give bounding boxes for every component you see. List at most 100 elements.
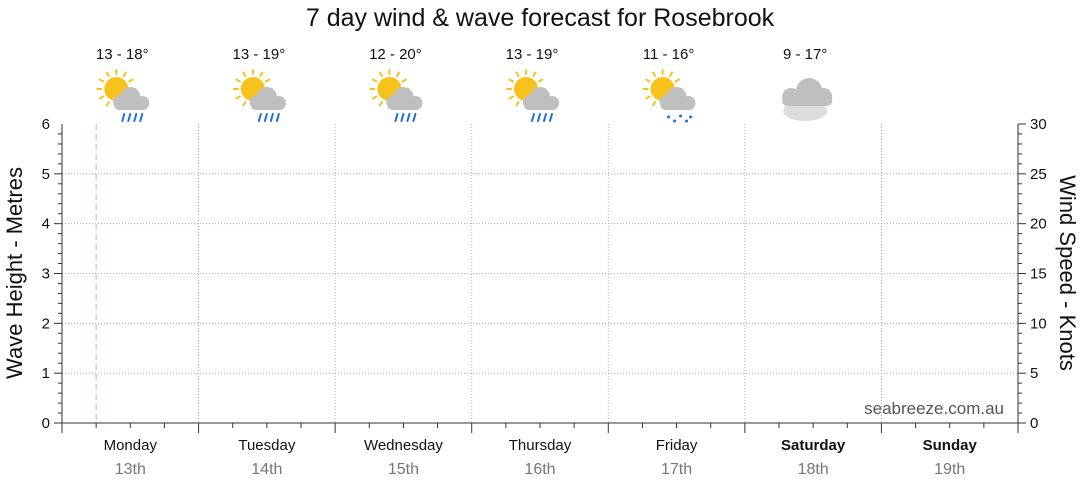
sun-ray (264, 78, 271, 83)
sun-cloud-rain-icon (232, 69, 286, 122)
sun-ray (105, 71, 110, 78)
cloud-base (250, 100, 285, 110)
sun-ray (532, 71, 537, 78)
rain-drop (400, 113, 405, 122)
sun-ray (537, 78, 544, 83)
day-date: 17th (661, 461, 692, 478)
rain-drop (257, 113, 262, 122)
left-tick-label: 6 (42, 116, 50, 133)
temperature-range: 13 - 19° (506, 46, 559, 63)
rain-drop (549, 113, 553, 122)
rain-drop (121, 113, 126, 122)
sun-ray (508, 78, 515, 83)
sun-ray (378, 100, 383, 107)
day-date: 19th (934, 461, 965, 478)
sun-ray (645, 78, 651, 83)
rain-drop (406, 113, 411, 122)
day-date: 18th (798, 461, 829, 478)
right-tick-label: 25 (1030, 166, 1047, 183)
left-tick-label: 5 (42, 166, 50, 183)
sun-ray (98, 78, 105, 83)
drizzle-drop (685, 119, 689, 123)
rain-drop (139, 113, 144, 122)
day-name: Wednesday (364, 437, 443, 454)
sun-ray (515, 100, 520, 107)
left-axis-ticks: 0 1 2 3 4 5 6 (42, 116, 62, 432)
sun-ray (371, 95, 378, 100)
sun-cloud-rain-icon (506, 69, 559, 122)
sun-cloud-drizzle-icon (642, 69, 696, 123)
day-name: Friday (656, 437, 698, 454)
sun-cloud-rain-icon (96, 69, 150, 122)
sun-ray (259, 71, 264, 78)
sun-ray (401, 78, 407, 83)
right-tick-label: 10 (1030, 315, 1047, 332)
right-axis-title: Wind Speed - Knots (1055, 175, 1080, 371)
sun-ray (645, 95, 651, 100)
left-tick-label: 1 (42, 365, 50, 382)
rain-drop (394, 113, 399, 122)
cloud-base (660, 100, 695, 110)
rain-drop (531, 113, 535, 122)
watermark: seabreeze.com.au (864, 399, 1004, 418)
day-name: Tuesday (238, 437, 295, 454)
temperature-range: 9 - 17° (783, 46, 827, 63)
right-tick-label: 15 (1030, 266, 1047, 283)
rain-drop (133, 113, 138, 122)
sun-ray (669, 71, 674, 78)
axes (61, 124, 1019, 433)
right-tick-label: 20 (1030, 216, 1047, 233)
rain-drop (412, 113, 417, 122)
left-tick-label: 0 (42, 415, 50, 432)
rain-drop (269, 113, 274, 122)
temperature-range: 11 - 16° (643, 46, 695, 63)
right-axis-ticks: 0 5 10 15 20 25 30 (1018, 116, 1047, 432)
sun-ray (508, 95, 515, 100)
chart-title: 7 day wind & wave forecast for Rosebrook (305, 4, 775, 32)
drizzle-drop (667, 115, 671, 119)
sun-ray (105, 100, 110, 107)
drizzle-drop (689, 115, 693, 119)
day-date: 15th (388, 461, 419, 478)
drizzle-drop (679, 114, 683, 118)
sun-ray (674, 78, 681, 83)
day-date: 13th (115, 461, 146, 478)
cloud-base (524, 100, 558, 110)
sun-ray (395, 71, 400, 78)
day-name: Thursday (509, 437, 572, 454)
right-tick-label: 5 (1030, 365, 1038, 382)
sun-ray (235, 95, 241, 100)
rain-drop (537, 113, 541, 122)
day-name: Monday (104, 437, 158, 454)
sun-ray (122, 71, 127, 78)
day-name: Sunday (923, 437, 978, 454)
cloudy-icon (782, 78, 833, 121)
day-name: Saturday (781, 437, 846, 454)
grid (62, 124, 1018, 423)
temperature-range: 12 - 20° (369, 46, 422, 63)
day-labels: Monday 13th Tuesday 14th Wednesday 15th Thursd… (104, 437, 978, 478)
sun-ray (128, 78, 134, 83)
sun-ray (98, 95, 105, 100)
sun-ray (515, 71, 520, 78)
sun-ray (242, 100, 247, 107)
sun-ray (652, 100, 657, 107)
day-date: 16th (524, 461, 555, 478)
temperature-range: 13 - 18° (96, 46, 149, 63)
rain-drop (263, 113, 268, 122)
weather-icons (96, 69, 833, 123)
left-tick-label: 3 (42, 266, 50, 283)
day-date: 14th (251, 461, 282, 478)
temperature-labels: 13 - 18° 13 - 19° 12 - 20° 13 - 19° 11 - 16°… (96, 46, 827, 63)
cloud-base (387, 100, 422, 110)
right-tick-label: 0 (1030, 415, 1038, 432)
left-axis-title: Wave Height - Metres (2, 167, 27, 379)
sun-ray (235, 78, 241, 83)
rain-drop (543, 113, 547, 122)
drizzle-drop (673, 119, 677, 123)
rain-drop (275, 113, 280, 122)
sun-ray (242, 71, 247, 78)
right-tick-label: 30 (1030, 116, 1047, 133)
temperature-range: 13 - 19° (233, 46, 286, 63)
left-tick-label: 2 (42, 315, 50, 332)
